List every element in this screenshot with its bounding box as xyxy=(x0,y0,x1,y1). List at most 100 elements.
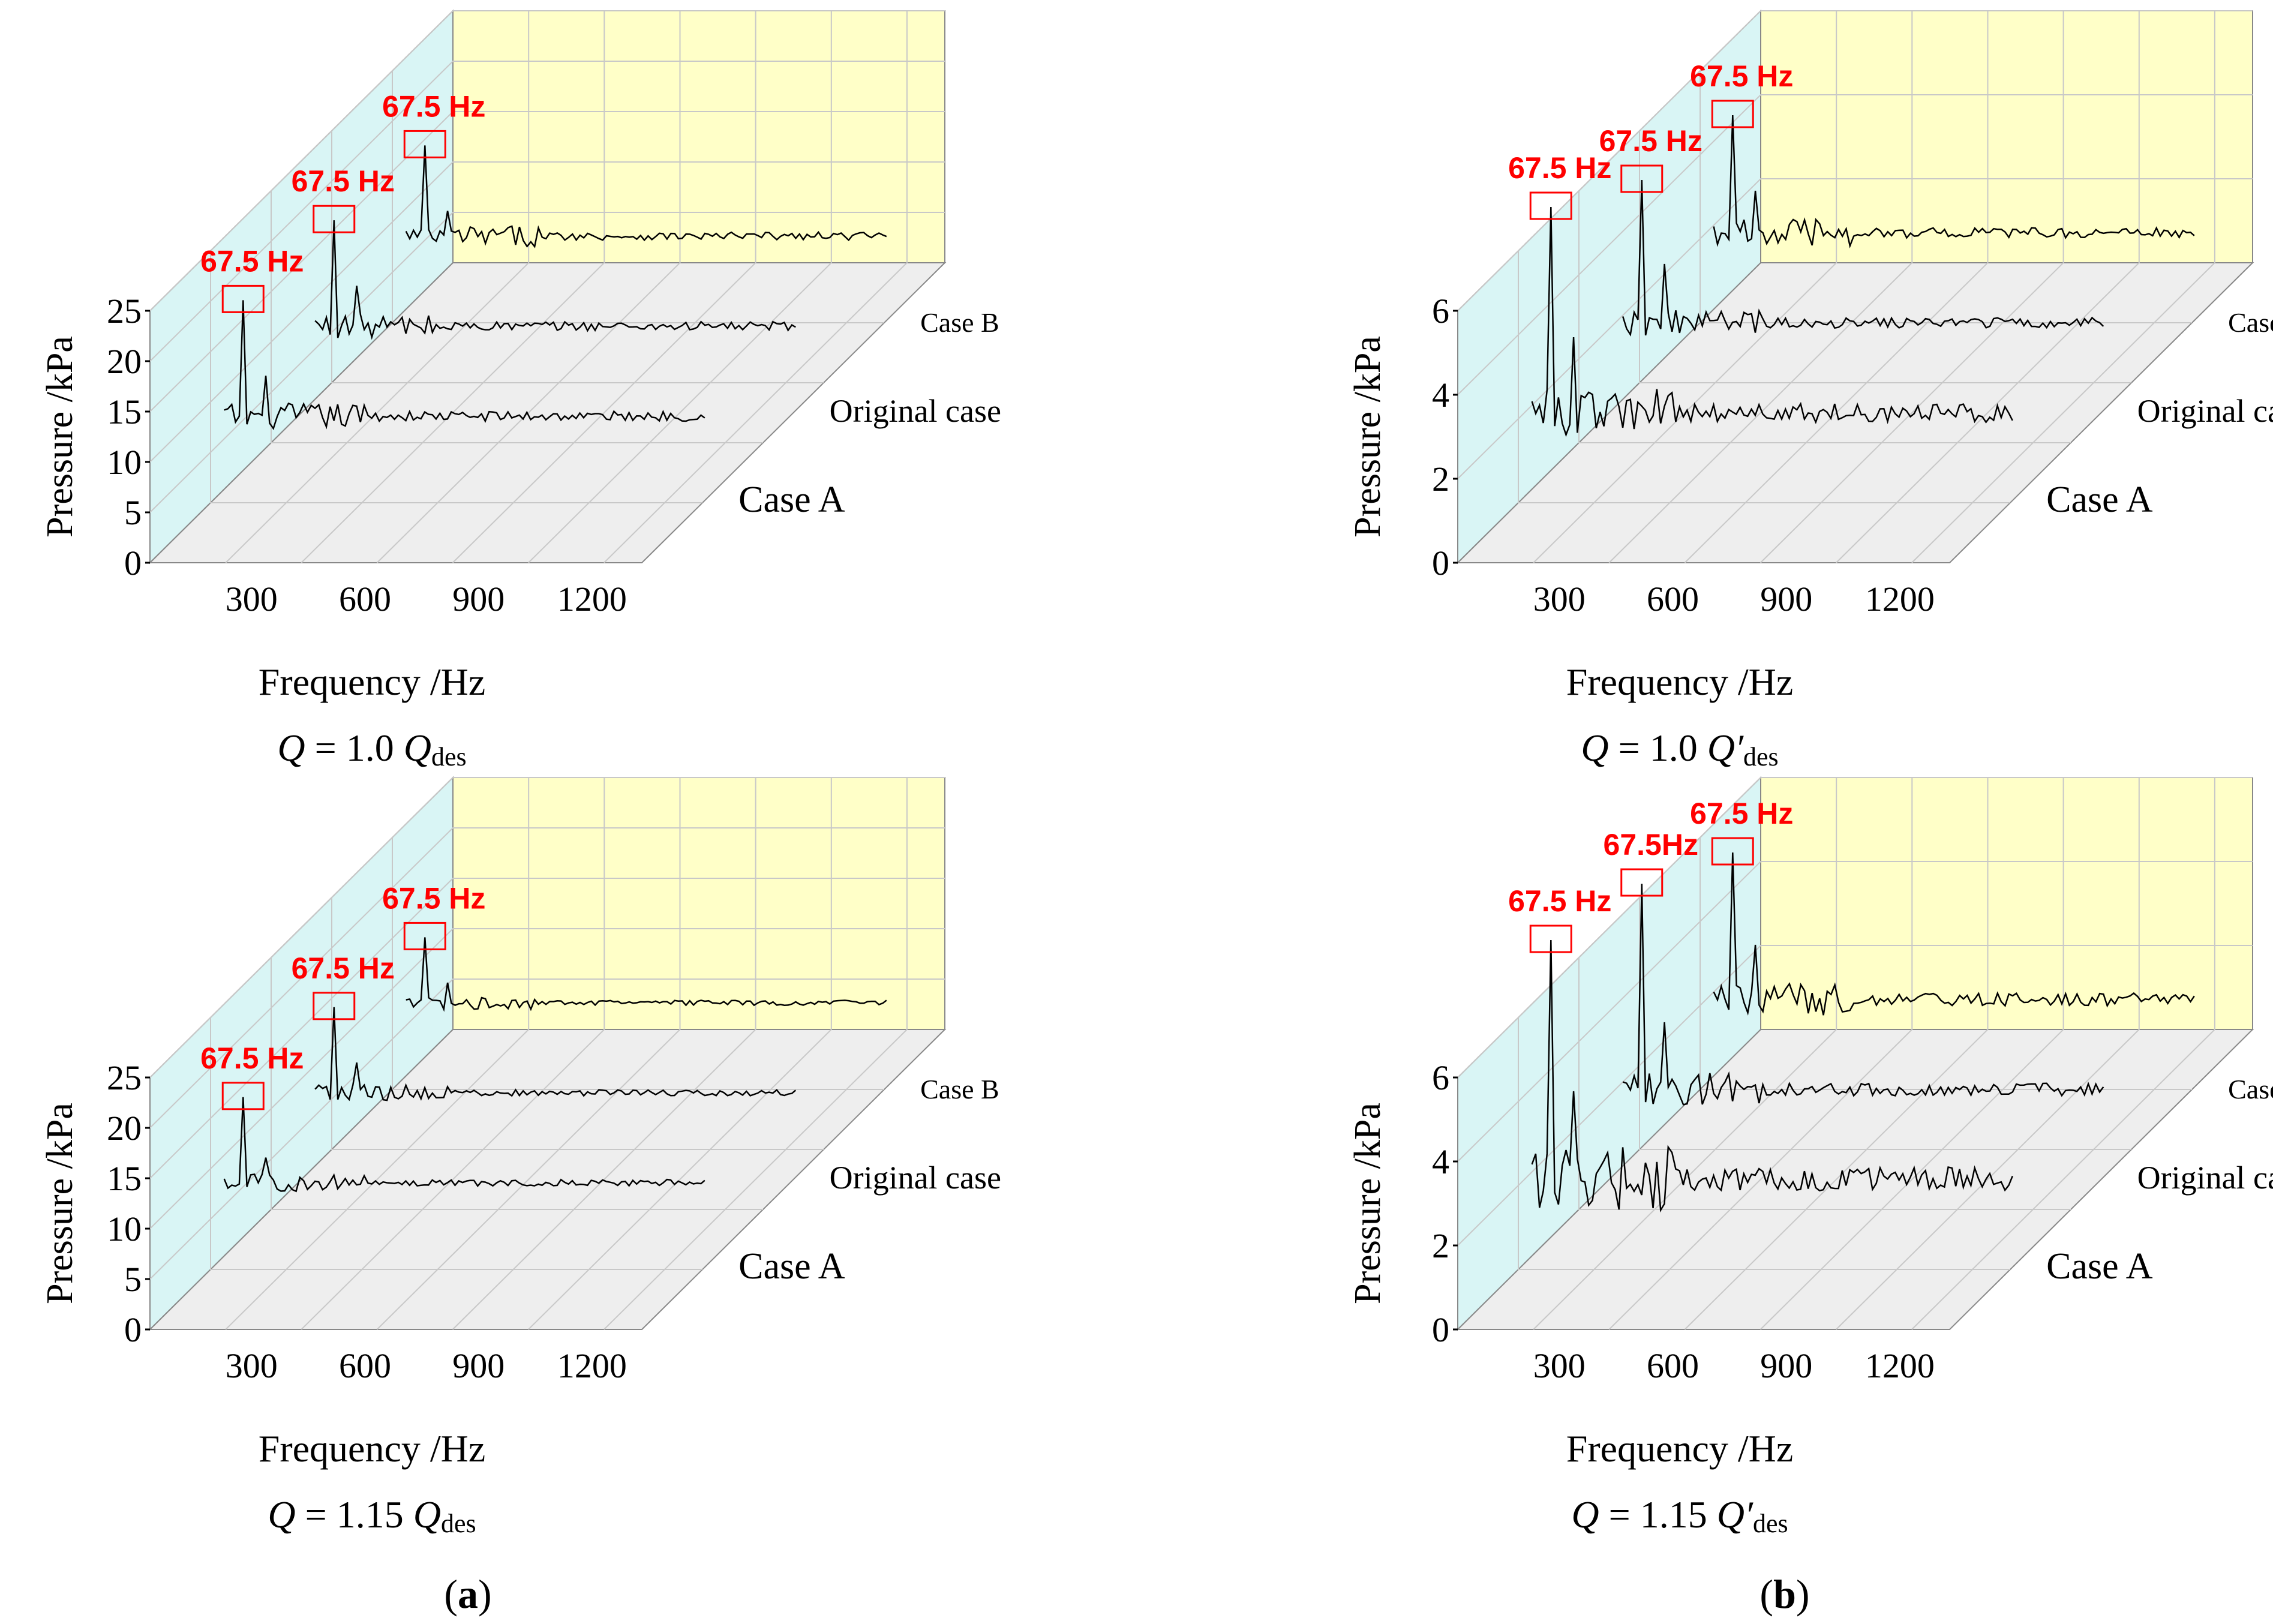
series-label: Original case xyxy=(830,1160,1001,1196)
series-label: Case A xyxy=(2046,1246,2153,1287)
y-axis: 0 5 10 15 20 25 xyxy=(107,292,150,583)
title-var-q: Q xyxy=(1571,1493,1599,1536)
panel-label-open: ( xyxy=(444,1571,458,1617)
x-axis-label: Frequency /Hz xyxy=(1566,661,1794,703)
title-subscript: des xyxy=(441,1509,476,1538)
grid-line xyxy=(1457,861,2253,1162)
series-line xyxy=(223,1097,705,1193)
y-tick-label: 25 xyxy=(107,292,142,331)
x-tick-label: 900 xyxy=(1760,1346,1812,1385)
title-var-q: Q xyxy=(277,727,305,769)
y-tick-label: 6 xyxy=(1432,292,1449,331)
peak-label: 67.5 Hz xyxy=(382,89,485,123)
peak-label: 67.5 Hz xyxy=(200,244,304,278)
grid-line xyxy=(225,778,530,1330)
back-wall xyxy=(452,777,945,1030)
peak-marker-box xyxy=(221,284,265,313)
subplot-title: Q = 1.0 Qdes xyxy=(277,727,466,772)
title-subscript: des xyxy=(1743,742,1779,772)
grid-line xyxy=(603,11,908,563)
chart-panel-a-top: 0 5 10 15 20 25 Pressure /kPa 300 600 900 1200 Freq… xyxy=(40,9,1001,772)
x-axis-label: Frequency /Hz xyxy=(1566,1427,1794,1470)
y-axis-label: Pressure /kPa xyxy=(40,336,80,538)
title-subscript: des xyxy=(431,742,467,772)
grid-line xyxy=(210,1017,702,1270)
grid-line xyxy=(271,191,763,443)
x-tick-label: 1200 xyxy=(557,580,627,619)
series-label: Case B xyxy=(920,1074,999,1104)
y-tick-label: 10 xyxy=(107,443,142,482)
x-tick-label: 300 xyxy=(226,580,278,619)
peak-marker-box xyxy=(221,1082,265,1110)
series-case-a: 67.5 Hz Case A xyxy=(1508,151,2153,520)
title-var-qdes: Q′ xyxy=(1707,727,1744,769)
grid-line xyxy=(1457,94,2253,395)
grid-line xyxy=(376,11,681,563)
series-line xyxy=(405,145,887,248)
peak-label: 67.5 Hz xyxy=(382,881,485,915)
grid-line xyxy=(528,778,832,1330)
y-axis: 0 2 4 6 xyxy=(1432,292,1458,583)
grid-line xyxy=(1578,191,2071,443)
grid-line xyxy=(1759,11,2064,563)
chart-panel-b-bottom: 0 2 4 6 Pressure /kPa 300 600 900 1200 Frequency … xyxy=(1347,776,2273,1538)
grid-line xyxy=(1684,778,1989,1330)
x-tick-label: 900 xyxy=(452,580,505,619)
series-case-b: 67.5 Hz Case B xyxy=(382,881,999,1104)
y-tick-label: 5 xyxy=(124,493,142,532)
title-equals: = 1.0 xyxy=(1609,727,1707,769)
y-tick-label: 5 xyxy=(124,1260,142,1299)
subplot-title: Q = 1.15 Qdes xyxy=(268,1493,476,1538)
grid-line xyxy=(149,777,945,1078)
grid-line xyxy=(271,957,763,1210)
grid-line xyxy=(1684,11,1989,563)
series-line xyxy=(314,1007,797,1101)
y-axis-label: Pressure /kPa xyxy=(1347,336,1388,538)
grid-line xyxy=(301,11,605,563)
grid-line xyxy=(149,878,945,1179)
peak-label: 67.5 Hz xyxy=(292,164,395,198)
y-axis-label: Pressure /kPa xyxy=(40,1103,80,1304)
grid-line xyxy=(225,11,530,563)
series-label: Case A xyxy=(738,1246,845,1287)
grid-line xyxy=(1911,11,2215,563)
grid-line xyxy=(528,11,832,563)
y-tick-label: 25 xyxy=(107,1058,142,1097)
y-tick-label: 20 xyxy=(107,1109,142,1148)
x-axis-label: Frequency /Hz xyxy=(259,1427,486,1470)
x-tick-label: 600 xyxy=(339,580,391,619)
peak-label: 67.5 Hz xyxy=(1599,124,1703,158)
title-var-qdes: Q′ xyxy=(1717,1493,1753,1536)
peak-label: 67.5 Hz xyxy=(1690,797,1793,830)
grid-line xyxy=(1608,11,1913,563)
peak-marker-box xyxy=(1529,191,1572,220)
subplot-title: Q = 1.15 Q′des xyxy=(1571,1493,1788,1538)
x-tick-label: 600 xyxy=(1647,1346,1699,1385)
series-line xyxy=(1713,115,2195,249)
series-case-b: 67.5 Hz Case B xyxy=(382,89,999,338)
chart-panel-a-bottom: 0 5 10 15 20 25 Pressure /kPa 300 600 900 1200 Freq… xyxy=(40,776,1001,1538)
series-original-case: 67.5 Hz Original case xyxy=(292,164,1001,429)
grid-line xyxy=(149,827,945,1128)
peak-label: 67.5Hz xyxy=(1604,828,1698,861)
peak-marker-box xyxy=(1620,868,1664,897)
x-tick-label: 600 xyxy=(339,1346,391,1385)
grid-line xyxy=(149,161,945,463)
series-label: Original case xyxy=(2137,393,2273,429)
back-wall xyxy=(1760,10,2253,263)
peak-marker-box xyxy=(403,130,446,158)
grid-line xyxy=(1759,778,2064,1330)
peak-marker-box xyxy=(1620,164,1664,193)
peak-marker-box xyxy=(1711,837,1754,866)
peak-label: 67.5 Hz xyxy=(1690,59,1793,93)
x-axis: 300 600 900 1200 xyxy=(1533,1346,1935,1385)
peak-marker-box xyxy=(313,992,356,1020)
grid-line xyxy=(1578,957,2071,1210)
x-tick-label: 900 xyxy=(1760,580,1812,619)
x-tick-label: 300 xyxy=(1533,1346,1586,1385)
series-original-case: 67.5 Hz Original case xyxy=(292,951,1001,1196)
x-axis: 300 600 900 1200 xyxy=(226,1346,627,1385)
subplot-title: Q = 1.0 Q′des xyxy=(1581,727,1778,772)
series-line xyxy=(314,220,796,340)
